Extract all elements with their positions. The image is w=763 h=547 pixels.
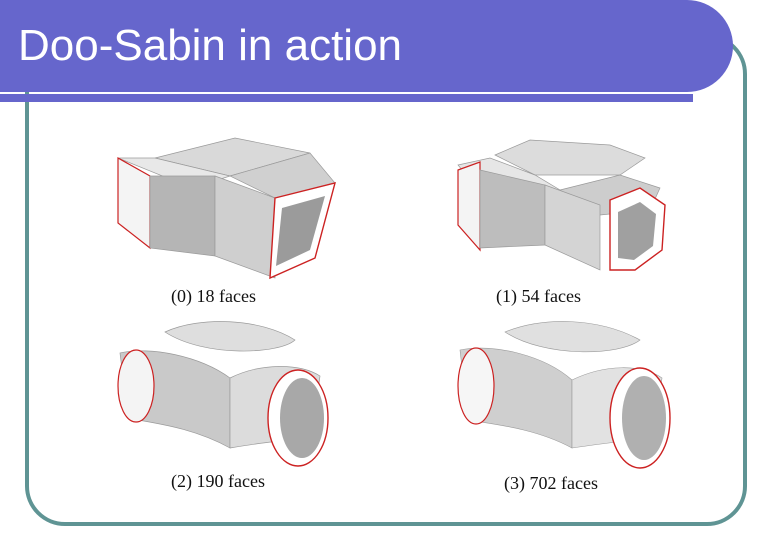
- slide-title: Doo-Sabin in action: [18, 21, 403, 70]
- caption-0: (0) 18 faces: [171, 286, 256, 306]
- caption-1: (1) 54 faces: [496, 286, 581, 306]
- mesh-figure-0: [110, 128, 350, 288]
- mesh-figure-1: [450, 130, 690, 290]
- caption-2: (2) 190 faces: [171, 471, 265, 491]
- title-bar: Doo-Sabin in action: [0, 0, 733, 92]
- mesh-figure-2: [110, 318, 350, 478]
- title-underline: [0, 94, 693, 102]
- mesh-figure-3: [450, 318, 690, 478]
- caption-3: (3) 702 faces: [504, 473, 598, 493]
